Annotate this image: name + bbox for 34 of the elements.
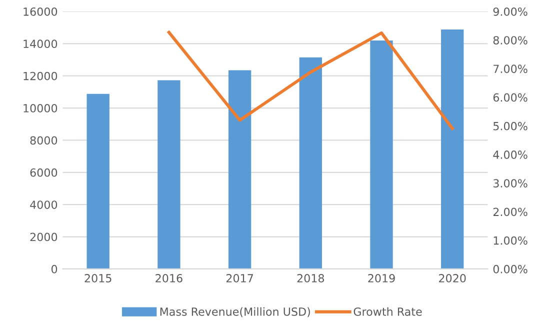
x-tick-label: 2020	[439, 274, 466, 282]
y2-tick-label: 6.00%	[493, 93, 528, 102]
y2-tick-label: 9.00%	[493, 7, 528, 16]
y-tick-label: 2000	[30, 232, 58, 242]
y-tick-label: 14000	[24, 40, 58, 48]
y2-tick-label: 4.00%	[493, 150, 528, 159]
y2-tick-label: 7.00%	[494, 64, 528, 74]
y-tick-label: 12000	[24, 72, 58, 80]
y2-tick-label: 1.00%	[494, 236, 528, 245]
bar	[441, 30, 464, 269]
y2-tick-label: 2.00%	[493, 208, 528, 216]
legend-label: Growth Rate	[354, 307, 422, 316]
y2-tick-label: 0.00%	[493, 264, 528, 274]
bar	[86, 94, 110, 269]
x-tick-label: 2019	[368, 274, 395, 282]
y-tick-label: 4000	[30, 200, 58, 209]
bar	[370, 40, 393, 269]
y-tick-label: 6000	[30, 168, 58, 177]
y-tick-label: 0	[51, 264, 58, 274]
bar	[228, 70, 252, 269]
x-tick-label: 2015	[84, 274, 112, 282]
bar	[299, 57, 322, 269]
y2-tick-label: 8.00%	[493, 36, 528, 44]
line-series	[167, 30, 454, 130]
y2-tick-label: 5.00%	[493, 122, 528, 130]
y2-tick-label: 3.00%	[493, 179, 528, 188]
x-tick-label: 2017	[226, 274, 253, 282]
x-tick-label: 2018	[297, 274, 324, 282]
y-tick-label: 8000	[30, 136, 58, 145]
legend-label: Mass Revenue(Million USD)	[160, 307, 310, 318]
y-tick-label: 16000	[24, 7, 58, 16]
y-tick-label: 10000	[24, 104, 58, 112]
bar	[158, 80, 180, 269]
x-tick-label: 2016	[156, 274, 182, 282]
